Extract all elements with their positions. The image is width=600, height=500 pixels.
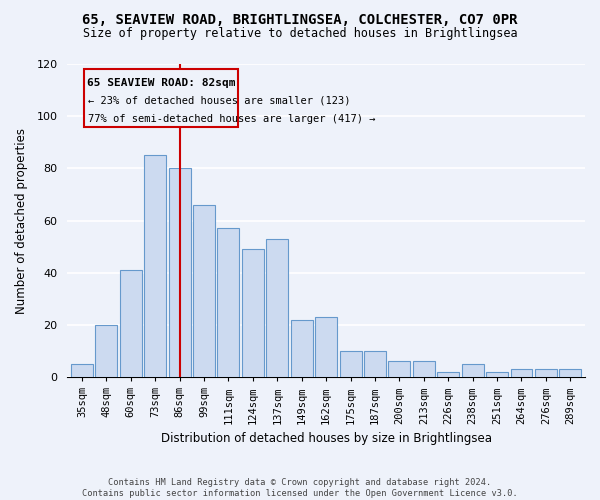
Bar [193,205,215,377]
Bar [559,370,581,377]
X-axis label: Distribution of detached houses by size in Brightlingsea: Distribution of detached houses by size … [161,432,491,445]
Bar [242,250,264,377]
Bar [413,362,435,377]
Text: 77% of semi-detached houses are larger (417) →: 77% of semi-detached houses are larger (… [88,114,376,124]
Bar [71,364,93,377]
Bar [169,168,191,377]
Bar [119,270,142,377]
Bar [437,372,459,377]
Text: Contains HM Land Registry data © Crown copyright and database right 2024.
Contai: Contains HM Land Registry data © Crown c… [82,478,518,498]
Bar [95,325,117,377]
Bar [388,362,410,377]
Bar [315,317,337,377]
Text: ← 23% of detached houses are smaller (123): ← 23% of detached houses are smaller (12… [88,96,350,106]
Bar [364,351,386,377]
Bar [535,370,557,377]
FancyBboxPatch shape [84,69,238,126]
Bar [290,320,313,377]
Y-axis label: Number of detached properties: Number of detached properties [15,128,28,314]
Bar [144,156,166,377]
Text: 65 SEAVIEW ROAD: 82sqm: 65 SEAVIEW ROAD: 82sqm [87,78,235,88]
Bar [266,239,288,377]
Bar [486,372,508,377]
Bar [340,351,362,377]
Text: 65, SEAVIEW ROAD, BRIGHTLINGSEA, COLCHESTER, CO7 0PR: 65, SEAVIEW ROAD, BRIGHTLINGSEA, COLCHES… [82,12,518,26]
Text: Size of property relative to detached houses in Brightlingsea: Size of property relative to detached ho… [83,28,517,40]
Bar [217,228,239,377]
Bar [461,364,484,377]
Bar [511,370,532,377]
